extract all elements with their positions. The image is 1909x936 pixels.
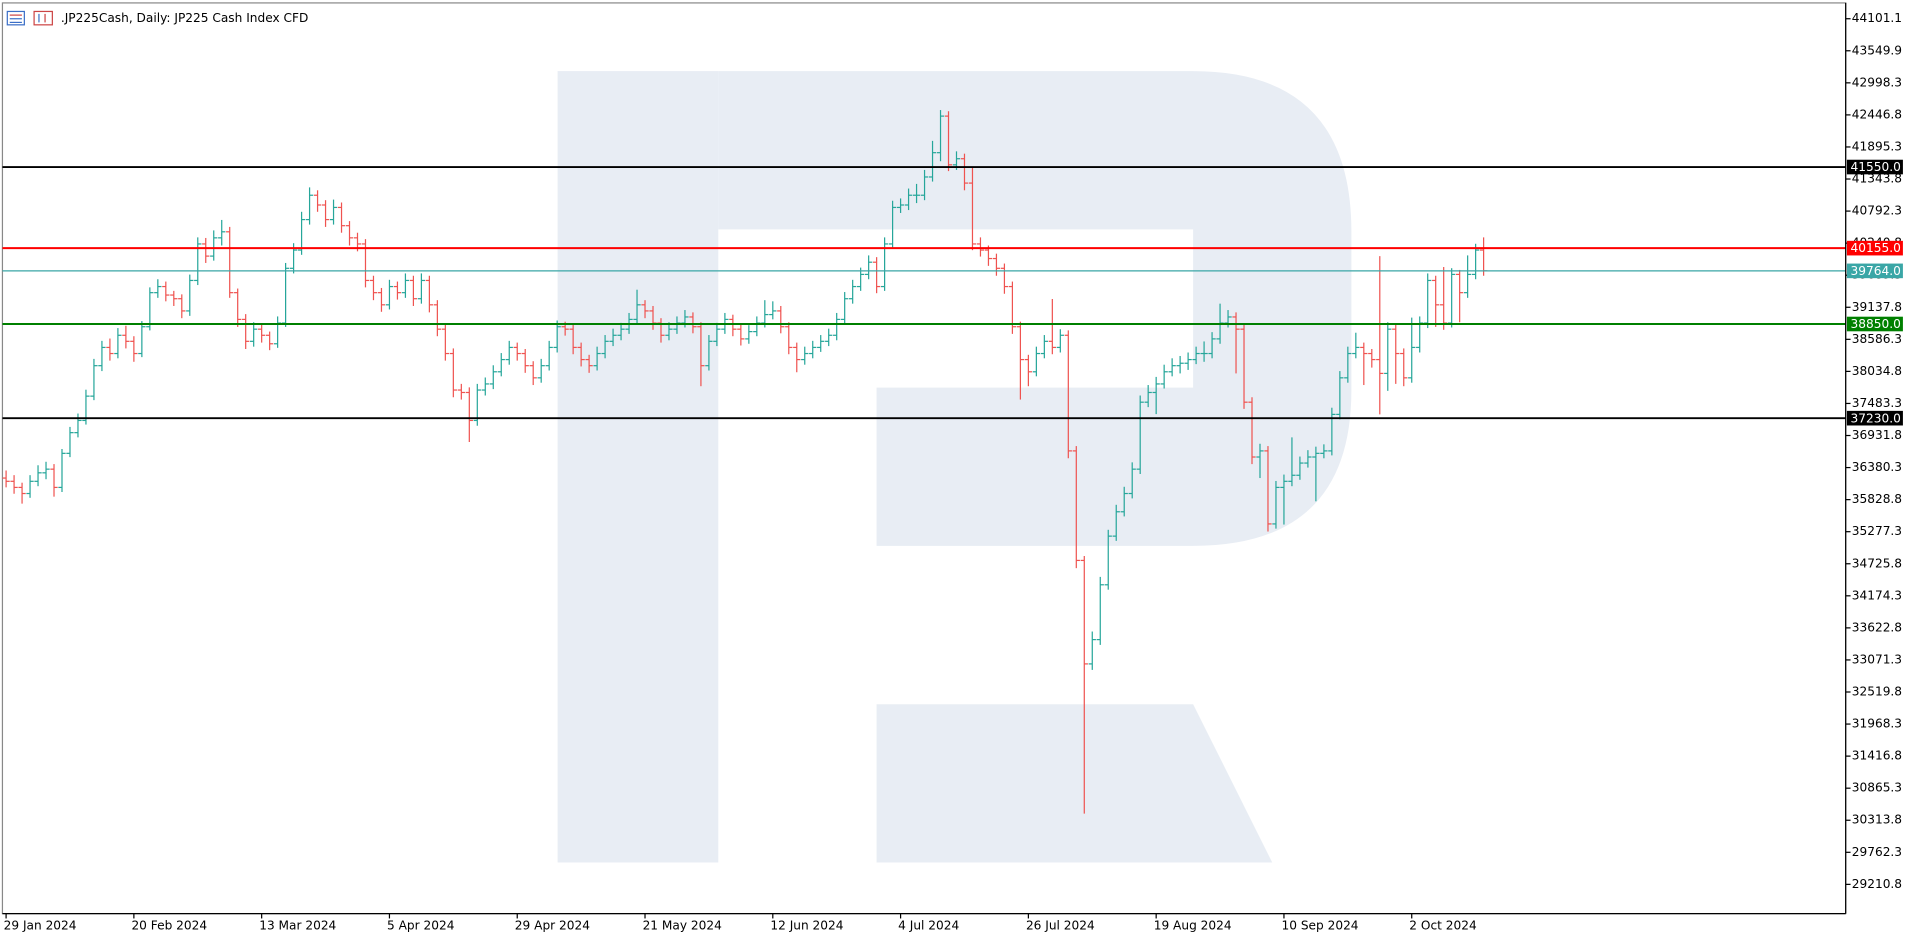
level-label-box [1846,316,1903,332]
y-tick-label: 42998.3 [1852,75,1902,89]
y-tick-label: 29762.3 [1852,845,1902,859]
y-tick-label: 31416.8 [1852,749,1902,763]
y-tick-label: 31968.3 [1852,717,1902,731]
y-tick-label: 38586.3 [1852,332,1902,346]
y-tick-label: 35828.8 [1852,492,1902,506]
y-tick-label: 43549.9 [1852,43,1902,57]
watermark [557,71,1352,863]
level-label: 39764.0 [1851,264,1901,278]
x-tick-label: 2 Oct 2024 [1409,918,1477,932]
x-tick-label: 21 May 2024 [643,918,723,932]
x-tick-label: 29 Jan 2024 [4,918,77,932]
y-tick-label: 35277.3 [1852,524,1902,538]
x-tick-label: 19 Aug 2024 [1154,918,1232,932]
y-tick-label: 30865.3 [1852,781,1902,795]
y-tick-label: 42446.8 [1852,107,1902,121]
y-tick-label: 41895.3 [1852,139,1902,153]
x-tick-label: 12 Jun 2024 [770,918,843,932]
x-tick-label: 29 Apr 2024 [515,918,590,932]
y-tick-label: 33071.3 [1852,652,1902,666]
level-label: 37230.0 [1851,411,1901,425]
y-tick-label: 44101.1 [1852,11,1902,25]
level-label: 40155.0 [1851,241,1901,255]
y-tick-label: 40792.3 [1852,204,1902,218]
y-tick-label: 34174.3 [1852,588,1902,602]
level-label-box [1846,410,1903,426]
y-tick-label: 41343.8 [1852,172,1902,186]
x-tick-label: 5 Apr 2024 [387,918,455,932]
y-tick-label: 29210.8 [1852,877,1902,891]
x-tick-label: 20 Feb 2024 [131,918,207,932]
y-tick-label: 37483.3 [1852,396,1902,410]
level-label-box [1846,159,1903,175]
y-tick-label: 34725.8 [1852,556,1902,570]
y-tick-label: 36380.3 [1852,460,1902,474]
level-label-box [1846,240,1903,256]
level-label: 38850.0 [1851,317,1901,331]
y-tick-label: 33622.8 [1852,620,1902,634]
x-tick-label: 13 Mar 2024 [259,918,336,932]
toolbar-icons [6,10,53,26]
y-tick-label: 32519.8 [1852,685,1902,699]
x-tick-label: 26 Jul 2024 [1026,918,1095,932]
y-tick-label: 36931.8 [1852,428,1902,442]
y-tick-label: 30313.8 [1852,813,1902,827]
y-tick-label: 39137.8 [1852,300,1902,314]
y-tick-label: 38034.8 [1852,364,1902,378]
level-label: 41550.0 [1851,160,1901,174]
chart-title: .JP225Cash, Daily: JP225 Cash Index CFD [61,11,309,25]
x-tick-label: 4 Jul 2024 [898,918,959,932]
x-tick-label: 10 Sep 2024 [1282,918,1359,932]
level-label-box [1846,263,1903,279]
